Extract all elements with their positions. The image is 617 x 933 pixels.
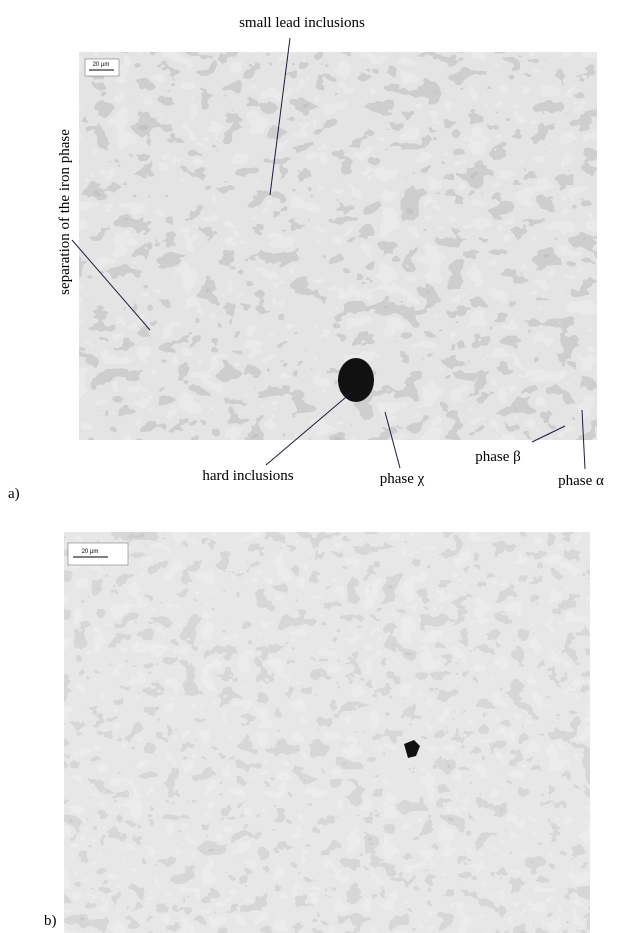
annotation: phase χ [380, 471, 425, 487]
panel-b: 20 µm b) [44, 532, 590, 933]
scale-bar-label: 20 µm [82, 549, 99, 555]
scale-bar-label: 20 µm [93, 62, 110, 68]
annotation: phase β [475, 449, 521, 465]
annotation: separation of the iron phase [57, 129, 73, 295]
micrograph [79, 52, 597, 440]
inclusion [338, 358, 374, 402]
panel-a: 20 µm small lead inclusions separation o… [8, 15, 604, 502]
micrograph [64, 532, 590, 933]
figure: 20 µm small lead inclusions separation o… [0, 0, 617, 933]
panel-label: a) [8, 486, 20, 502]
annotation: small lead inclusions [239, 15, 365, 31]
panel-label: b) [44, 913, 57, 929]
annotation: hard inclusions [202, 468, 293, 484]
annotation: phase α [558, 473, 604, 489]
